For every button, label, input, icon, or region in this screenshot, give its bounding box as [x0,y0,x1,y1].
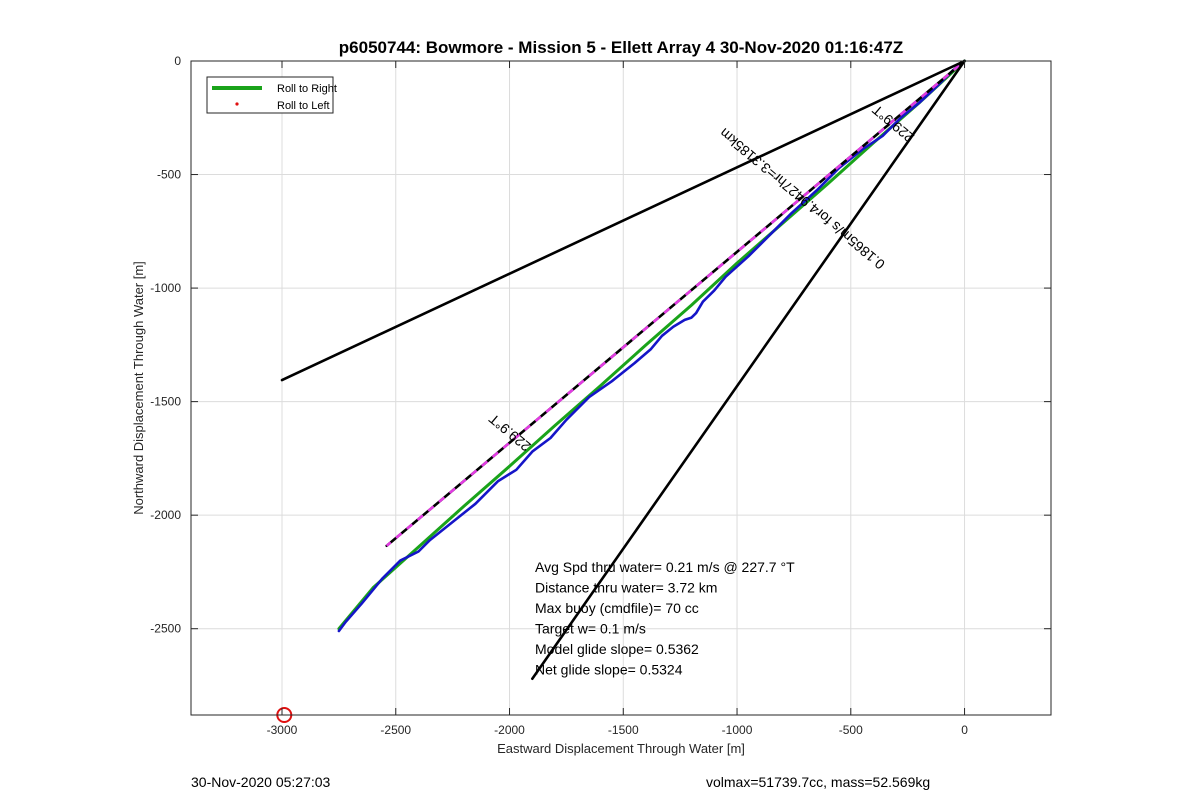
axes-box [190,60,1052,716]
series-layer [276,59,966,723]
y-tick-label: -500 [157,168,181,182]
y-tick-label: -1000 [150,281,181,295]
legend: Roll to Right Roll to Left [206,76,337,114]
chart-title: p6050744: Bowmore - Mission 5 - Ellett A… [339,38,903,57]
footer-info: volmax=51739.7cc, mass=52.569kg [706,774,931,790]
legend-swatch-roll-left [235,102,239,106]
stats-line: Model glide slope= 0.5362 [535,641,699,657]
x-tick-label: -1000 [722,723,753,737]
stats-line: Max buoy (cmdfile)= 70 cc [535,600,699,616]
legend-box [206,76,334,114]
x-tick-label: 0 [961,723,968,737]
legend-label-roll-right: Roll to Right [277,83,337,95]
x-axis-label: Eastward Displacement Through Water [m] [497,741,745,756]
y-tick-label: -2000 [150,508,181,522]
footer-timestamp: 30-Nov-2020 05:27:03 [191,774,331,790]
stats-line: Target w= 0.1 m/s [535,621,646,637]
series-roll-right-line [337,59,966,631]
stats-line: Net glide slope= 0.5324 [535,662,683,678]
series-track-line [337,59,966,633]
ticks: -3000 -2500 -2000 -1500 -1000 -500 0 0 -500 -1000… [150,54,1051,737]
x-tick-label: -1500 [608,723,639,737]
y-axis-label: Northward Displacement Through Water [m] [131,261,146,515]
x-tick-label: -3000 [267,723,298,737]
y-tick-label: -1500 [150,395,181,409]
x-tick-label: -2500 [380,723,411,737]
x-tick-label: -500 [839,723,863,737]
series-lower-bound-line [530,59,966,681]
series-heading-dash-overlay [385,60,966,547]
y-tick-label: -2500 [150,622,181,636]
series-upper-bound-line [280,59,966,382]
stats-text: Avg Spd thru water= 0.21 m/s @ 227.7 °T D… [535,559,795,678]
stats-line: Avg Spd thru water= 0.21 m/s @ 227.7 °T [535,559,795,575]
x-tick-label: -2000 [494,723,525,737]
plot-background [191,61,1051,715]
stats-line: Distance thru water= 3.72 km [535,580,717,596]
legend-label-roll-left: Roll to Left [277,100,330,112]
y-tick-label: 0 [174,54,181,68]
